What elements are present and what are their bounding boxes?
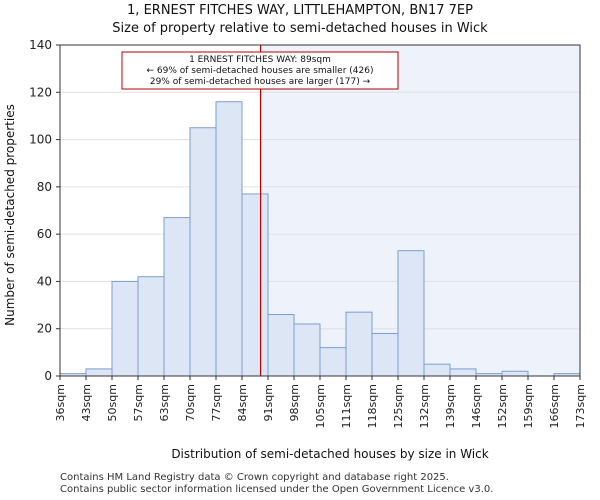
bar-70sqm xyxy=(189,127,217,377)
x-tick-label: 125sqm xyxy=(392,384,405,428)
bar-77sqm xyxy=(215,101,243,377)
bar-84sqm xyxy=(241,193,269,377)
y-tick-label: 100 xyxy=(29,133,52,147)
annotation-line-2: ← 69% of semi-detached houses are smalle… xyxy=(147,66,374,76)
x-tick-label: 173sqm xyxy=(574,384,587,428)
bar-105sqm xyxy=(319,347,347,377)
x-tick-label: 43sqm xyxy=(80,384,93,421)
bar-43sqm xyxy=(85,368,113,377)
y-tick-label: 120 xyxy=(29,85,52,99)
bar-139sqm xyxy=(449,368,477,377)
bar-98sqm xyxy=(293,323,321,377)
x-tick-label: 146sqm xyxy=(470,384,483,428)
bar-111sqm xyxy=(345,311,373,377)
x-tick-label: 50sqm xyxy=(106,384,119,421)
bar-63sqm xyxy=(163,217,191,377)
y-tick-label: 40 xyxy=(37,274,52,288)
x-tick-label: 91sqm xyxy=(262,384,275,421)
x-tick-label: 166sqm xyxy=(548,384,561,428)
annotation-line-3: 29% of semi-detached houses are larger (… xyxy=(150,77,371,87)
annotation-border xyxy=(121,51,399,90)
x-tick-label: 132sqm xyxy=(418,384,431,428)
x-tick-label: 159sqm xyxy=(522,384,535,428)
x-tick-label: 70sqm xyxy=(184,384,197,421)
y-tick-label: 0 xyxy=(44,369,52,383)
annotation-box: 1 ERNEST FITCHES WAY: 89sqm ← 69% of sem… xyxy=(121,51,399,90)
x-tick-label: 36sqm xyxy=(54,384,67,421)
x-tick-label: 152sqm xyxy=(496,384,509,428)
x-tick-label: 77sqm xyxy=(210,384,223,421)
x-tick-label: 111sqm xyxy=(340,384,353,428)
x-tick-label: 105sqm xyxy=(314,384,327,428)
chart-title: 1, ERNEST FITCHES WAY, LITTLEHAMPTON, BN… xyxy=(127,3,473,18)
chart-subtitle: Size of property relative to semi-detach… xyxy=(112,21,488,36)
y-tick-label: 140 xyxy=(29,38,52,52)
footer-copyright: Contains HM Land Registry data © Crown c… xyxy=(60,472,449,483)
y-axis-label: Number of semi-detached properties xyxy=(3,104,17,326)
x-tick-label: 84sqm xyxy=(236,384,249,421)
x-tick-label: 63sqm xyxy=(158,384,171,421)
annotation-line-1: 1 ERNEST FITCHES WAY: 89sqm xyxy=(189,55,331,65)
bar-152sqm xyxy=(501,370,529,377)
y-tick-label: 20 xyxy=(37,322,52,336)
x-axis-label: Distribution of semi-detached houses by … xyxy=(171,447,488,461)
y-tick-label: 60 xyxy=(37,227,52,241)
bar-125sqm xyxy=(397,250,425,377)
x-tick-label: 98sqm xyxy=(288,384,301,421)
x-tick-label: 139sqm xyxy=(444,384,457,428)
bar-91sqm xyxy=(267,314,295,377)
bar-118sqm xyxy=(371,332,399,377)
bar-57sqm xyxy=(137,276,165,377)
x-tick-label: 57sqm xyxy=(132,384,145,421)
bar-132sqm xyxy=(423,363,451,377)
x-tick-label: 118sqm xyxy=(366,384,379,428)
bar-50sqm xyxy=(111,280,139,377)
footer-licence: Contains public sector information licen… xyxy=(60,484,494,495)
y-tick-label: 80 xyxy=(37,180,52,194)
